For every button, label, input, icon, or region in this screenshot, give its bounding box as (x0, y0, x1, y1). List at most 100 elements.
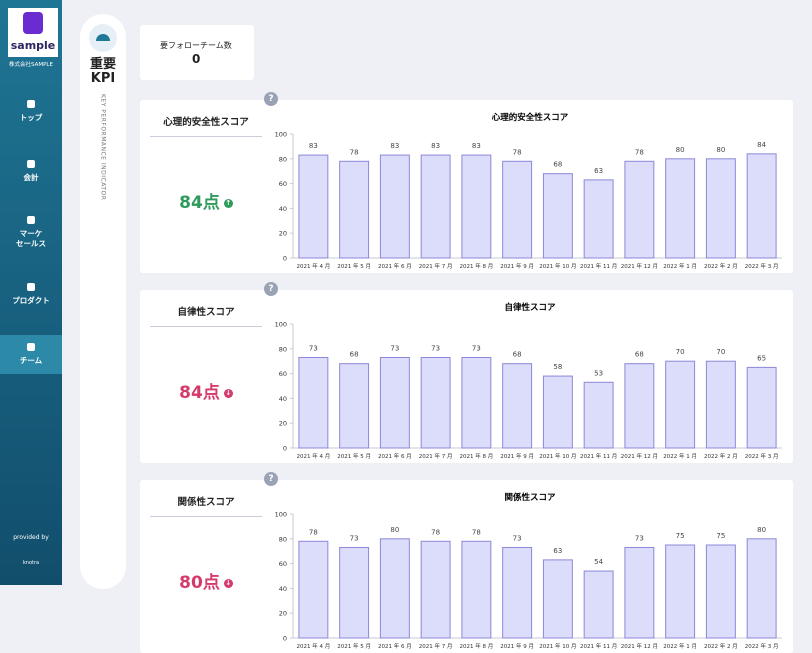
value-label: 78 (513, 148, 522, 156)
bar (339, 363, 370, 449)
bar (339, 546, 370, 639)
score: 80点 ↓ (150, 568, 262, 593)
x-tick-label: 2021 年 6 月 (378, 452, 412, 460)
bar (746, 153, 777, 259)
follow-label: 要フォローチーム数 (160, 41, 232, 50)
bar (461, 356, 492, 449)
value-label: 65 (757, 354, 766, 362)
value-label: 68 (513, 351, 522, 359)
bar (502, 546, 533, 639)
company-name: 株式会社SAMPLE (9, 62, 53, 68)
nav-item[interactable]: 会計 (0, 152, 62, 191)
x-tick-label: 2021 年 6 月 (378, 642, 412, 650)
score: 84点 ↑ (150, 188, 262, 213)
x-tick-label: 2021 年 7 月 (419, 642, 453, 650)
value-label: 58 (553, 363, 562, 371)
x-tick-label: 2021 年 12 月 (621, 642, 658, 650)
y-tick-label: 40 (279, 585, 287, 593)
bar (502, 160, 533, 259)
x-tick-label: 2021 年 12 月 (621, 452, 658, 460)
y-tick-label: 40 (279, 395, 287, 403)
value-label: 73 (350, 534, 359, 542)
x-tick-label: 2022 年 2 月 (704, 452, 738, 460)
x-tick-label: 2022 年 1 月 (663, 642, 697, 650)
card-label: 自律性スコア (150, 304, 262, 327)
chart-title: 関係性スコア (504, 492, 556, 503)
x-tick-label: 2022 年 1 月 (663, 452, 697, 460)
chart-title: 自律性スコア (504, 302, 556, 313)
help-icon[interactable]: ? (264, 472, 278, 486)
value-label: 73 (635, 534, 644, 542)
bar (705, 158, 736, 259)
bar (502, 363, 533, 449)
nav-item[interactable]: トップ (0, 92, 62, 131)
y-tick-label: 0 (283, 635, 287, 643)
bar (542, 559, 573, 639)
x-tick-label: 2022 年 3 月 (745, 262, 779, 270)
brand: knotra (22, 560, 40, 566)
nav-label: プロダクト (12, 296, 50, 305)
bar (542, 173, 573, 259)
bar (379, 538, 410, 639)
value-label: 78 (635, 148, 644, 156)
score-value: 84点 (179, 193, 220, 213)
y-tick-label: 100 (275, 131, 287, 139)
nav-label: トップ (19, 113, 43, 122)
y-tick-label: 20 (279, 230, 287, 238)
x-tick-label: 2021 年 11 月 (580, 642, 617, 650)
y-tick-label: 80 (279, 535, 287, 543)
y-tick-label: 0 (283, 445, 287, 453)
bar (746, 538, 777, 639)
x-tick-label: 2021 年 10 月 (539, 262, 576, 270)
x-tick-label: 2021 年 9 月 (500, 452, 534, 460)
x-tick-label: 2021 年 5 月 (337, 452, 371, 460)
value-label: 68 (553, 161, 562, 169)
value-label: 73 (513, 534, 522, 542)
nav-icon (27, 100, 35, 108)
bar (379, 356, 410, 449)
y-tick-label: 60 (279, 370, 287, 378)
value-label: 78 (431, 528, 440, 536)
y-tick-label: 60 (279, 560, 287, 568)
nav-item[interactable]: マーケ セールス (0, 208, 62, 257)
bar (298, 356, 329, 449)
bar (665, 158, 696, 259)
help-icon[interactable]: ? (264, 282, 278, 296)
trend-icon: ↓ (223, 578, 233, 588)
nav-label: 会計 (23, 173, 39, 182)
y-tick-label: 80 (279, 345, 287, 353)
provided-by: provided by (13, 534, 49, 541)
x-tick-label: 2021 年 7 月 (419, 262, 453, 270)
nav-item[interactable]: チーム (0, 335, 62, 374)
y-tick-label: 60 (279, 180, 287, 188)
y-tick-label: 20 (279, 610, 287, 618)
x-tick-label: 2021 年 6 月 (378, 262, 412, 270)
bar (624, 363, 655, 449)
chart: 心理的安全性スコア 0 20 40 60 80 100 83 78 83 83 83 78 68 63 78 8… (275, 112, 782, 270)
score-card: 心理的安全性スコア 84点 ↑ 心理的安全性スコア 0 20 40 60 80 100 83 78 83… (140, 100, 793, 273)
value-label: 53 (594, 369, 603, 377)
x-tick-label: 2022 年 3 月 (745, 642, 779, 650)
x-tick-label: 2021 年 7 月 (419, 452, 453, 460)
bar (705, 360, 736, 449)
help-icon[interactable]: ? (264, 92, 278, 106)
nav-item[interactable]: プロダクト (0, 275, 62, 314)
bar (583, 570, 614, 639)
y-tick-label: 0 (283, 255, 287, 263)
x-tick-label: 2021 年 9 月 (500, 642, 534, 650)
value-label: 54 (594, 558, 603, 566)
value-label: 83 (472, 142, 481, 150)
x-tick-label: 2021 年 5 月 (337, 262, 371, 270)
value-label: 83 (390, 142, 399, 150)
bar (420, 356, 451, 449)
logo[interactable]: sample (8, 8, 58, 57)
bar (624, 160, 655, 259)
x-tick-label: 2021 年 11 月 (580, 452, 617, 460)
bar (624, 546, 655, 639)
y-tick-label: 100 (275, 511, 287, 519)
nav-icon (27, 160, 35, 168)
bar (461, 154, 492, 259)
nav-icon (27, 216, 35, 224)
kpi-vertical: KEY PERFORMANCE INDICATOR (99, 94, 107, 201)
chart: 関係性スコア 0 20 40 60 80 100 78 73 80 78 78 73 63 54 73 75 75… (275, 492, 782, 650)
